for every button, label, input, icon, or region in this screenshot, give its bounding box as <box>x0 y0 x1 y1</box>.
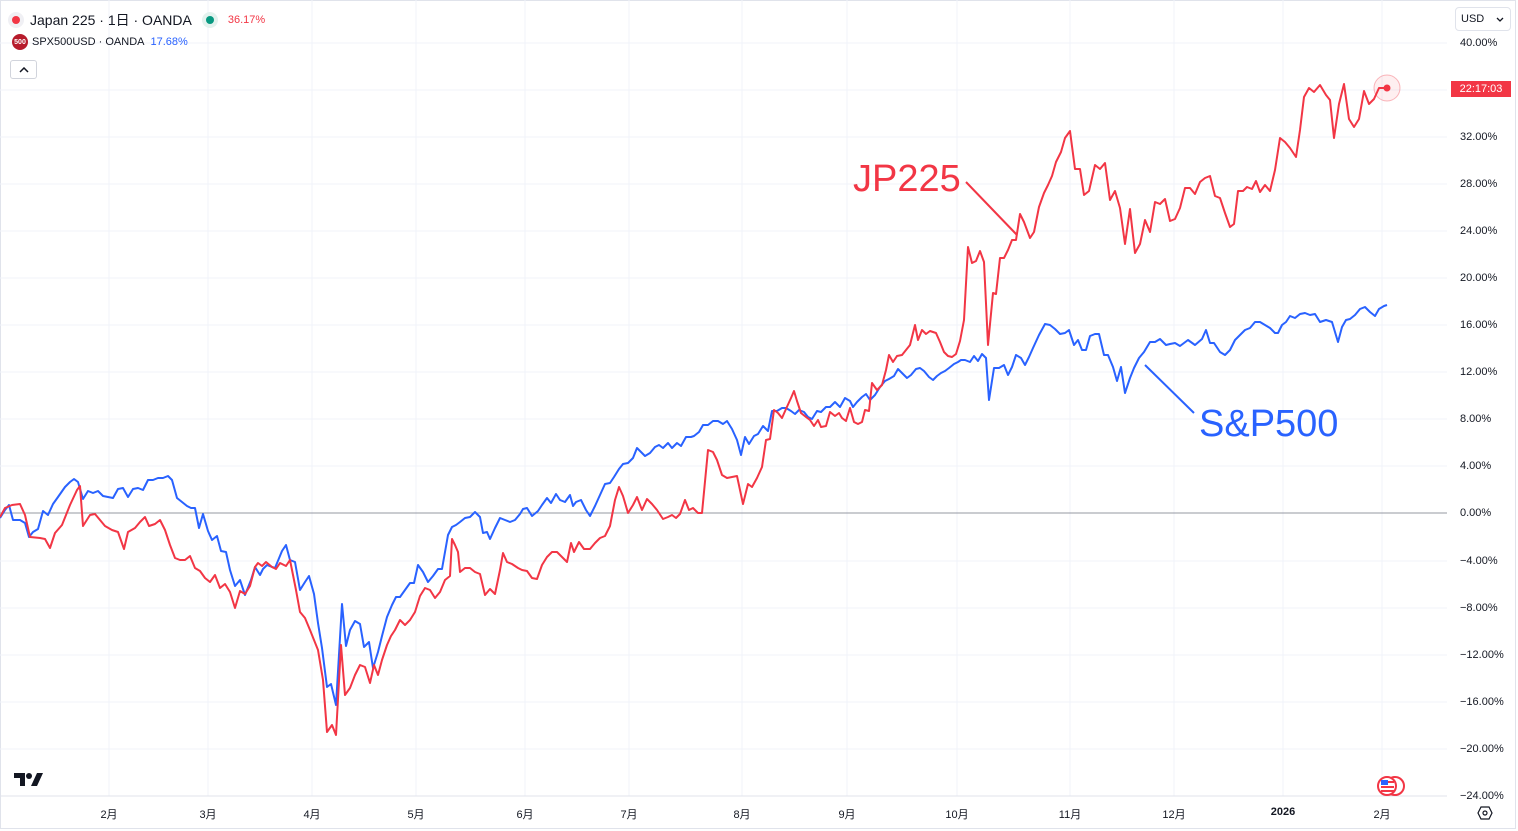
y-tick-label: −4.00% <box>1460 555 1498 567</box>
y-tick-label: −20.00% <box>1460 743 1504 755</box>
gridlines <box>0 0 1447 797</box>
y-tick-label: 16.00% <box>1460 319 1498 331</box>
x-tick-label: 8月 <box>733 809 751 821</box>
jp225-annotation[interactable]: JP225 <box>853 158 961 200</box>
currency-value: USD <box>1461 13 1485 25</box>
x-tick-label: 3月 <box>199 809 217 821</box>
collapse-legend-button[interactable] <box>10 60 37 79</box>
y-tick-label: 20.00% <box>1460 272 1498 284</box>
legend-main-series[interactable]: Japan 225 · 1日 · OANDA 36.17% <box>8 9 265 31</box>
y-tick-label: 24.00% <box>1460 225 1498 237</box>
legend-compare-series[interactable]: 500 SPX500USD · OANDA 17.68% <box>8 31 265 53</box>
chart-settings-button[interactable] <box>1477 805 1493 826</box>
x-tick-label: 4月 <box>303 809 321 821</box>
x-tick-label: 5月 <box>407 809 425 821</box>
jp225-line <box>0 83 1384 736</box>
gear-icon <box>1477 806 1493 820</box>
x-tick-label: 2月 <box>100 809 118 821</box>
last-price-label: 22:17:03 <box>1451 81 1511 97</box>
currency-select[interactable]: USD <box>1455 7 1511 31</box>
spx500-annotation-arrow <box>1144 364 1195 414</box>
compare-symbol[interactable]: SPX500USD · OANDA <box>32 36 145 48</box>
y-tick-label: 0.00% <box>1460 507 1492 519</box>
spx500-line <box>0 304 1388 706</box>
legend: Japan 225 · 1日 · OANDA 36.17% 500 SPX500… <box>8 9 265 53</box>
y-tick-label: −24.00% <box>1460 790 1504 802</box>
market-status-icon[interactable] <box>201 12 218 28</box>
x-tick-label: 12月 <box>1162 809 1186 821</box>
main-symbol[interactable]: Japan 225 · 1日 · OANDA <box>30 12 192 28</box>
y-tick-label: 8.00% <box>1460 413 1492 425</box>
y-tick-label: 40.00% <box>1460 37 1498 49</box>
y-tick-label: −12.00% <box>1460 649 1504 661</box>
x-tick-label: 6月 <box>516 809 534 821</box>
compare-change: 17.68% <box>150 36 188 48</box>
x-tick-label: 11月 <box>1058 809 1082 821</box>
y-tick-label: 12.00% <box>1460 366 1498 378</box>
y-tick-label: −8.00% <box>1460 602 1498 614</box>
us-flag-event-icon <box>1377 776 1405 796</box>
x-tick-label: 2月 <box>1373 809 1391 821</box>
chevron-up-icon <box>18 66 29 73</box>
x-tick-label: 2026 <box>1270 806 1296 818</box>
y-tick-label: 32.00% <box>1460 131 1498 143</box>
spx500-annotation[interactable]: S&P500 <box>1199 403 1339 445</box>
spx500-logo-icon: 500 <box>12 34 28 50</box>
tradingview-logo-icon[interactable] <box>14 771 44 792</box>
economic-events[interactable] <box>1376 775 1406 802</box>
y-tick-label: 4.00% <box>1460 460 1492 472</box>
x-tick-label: 10月 <box>945 809 969 821</box>
jp225-annotation-arrow <box>965 181 1018 236</box>
x-tick-label: 9月 <box>838 809 856 821</box>
chevron-down-icon <box>1496 17 1504 22</box>
main-change: 36.17% <box>227 14 266 26</box>
y-tick-label: −16.00% <box>1460 696 1504 708</box>
series-color-icon <box>8 12 24 28</box>
last-price-dot <box>1383 84 1391 92</box>
x-tick-label: 7月 <box>620 809 638 821</box>
y-tick-label: 28.00% <box>1460 178 1498 190</box>
